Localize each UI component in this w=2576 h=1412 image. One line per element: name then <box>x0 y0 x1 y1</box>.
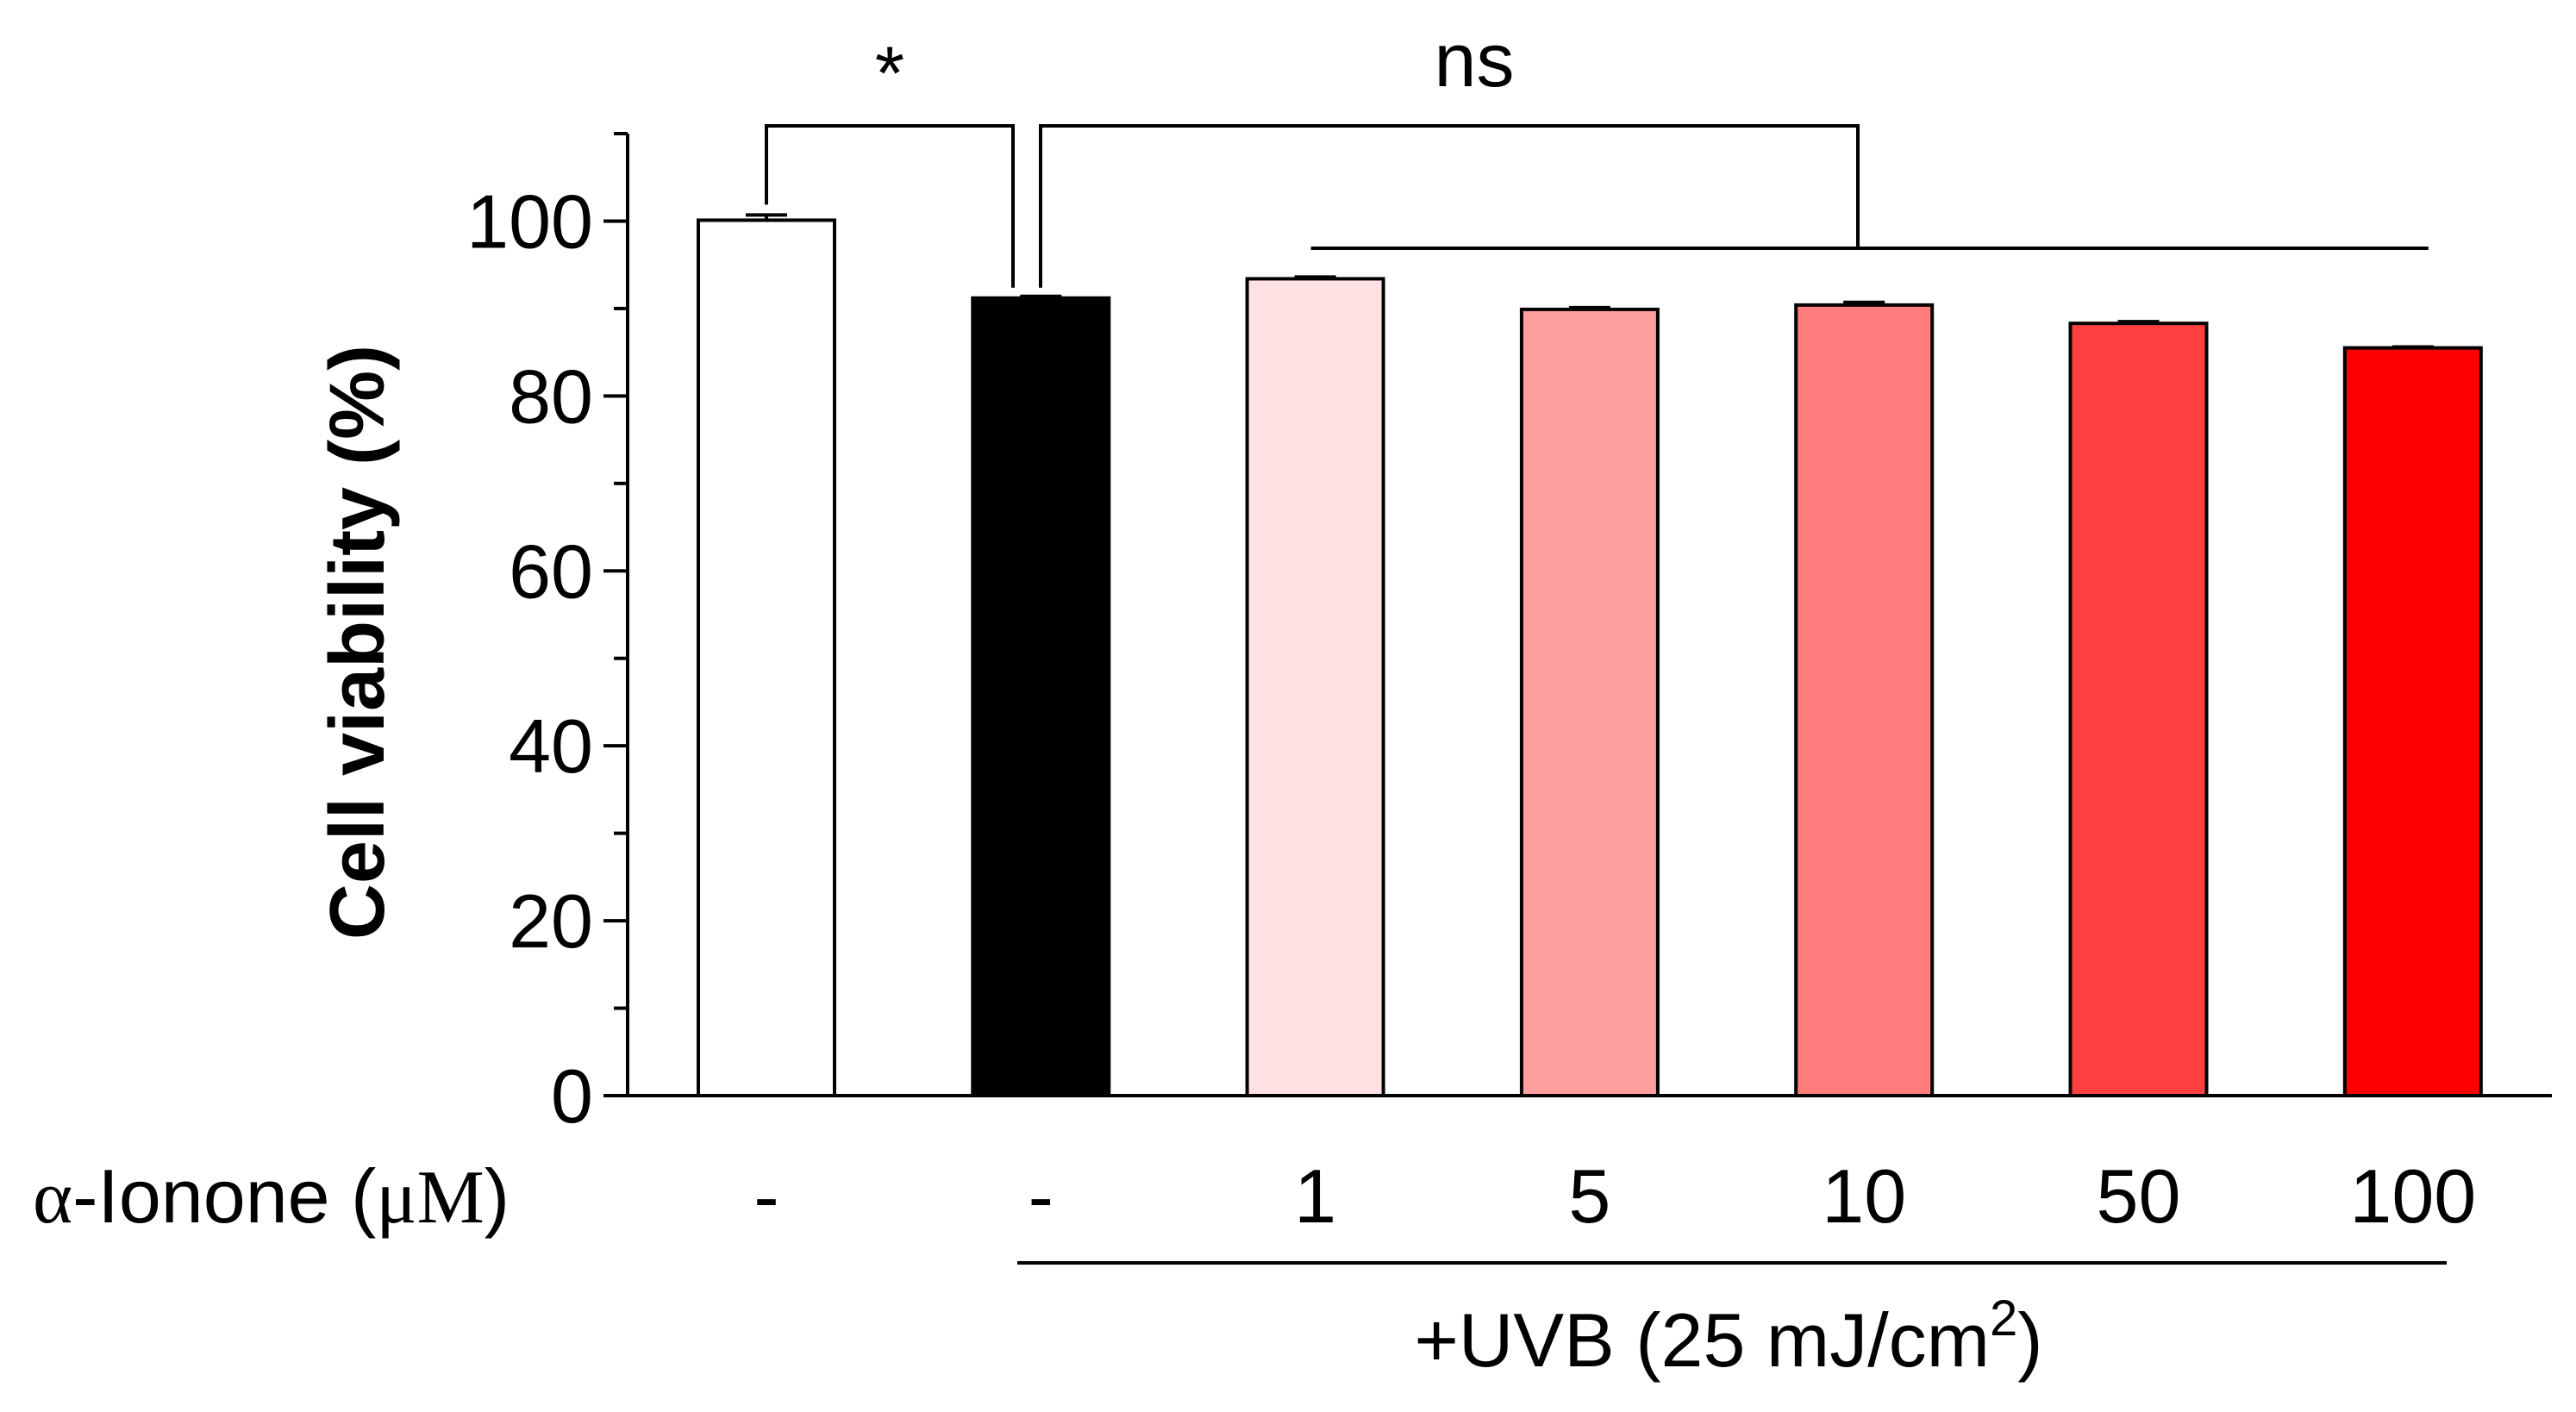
y-axis-label: Cell viability (%) <box>315 345 401 940</box>
uvb-label: +UVB (25 mJ/cm2) <box>1414 1290 2042 1383</box>
significance-bracket-star <box>765 124 1015 288</box>
category-label-5: 10 <box>1822 1153 1906 1239</box>
significance-brackets: * ns <box>765 17 2429 288</box>
category-label-7: 100 <box>2349 1153 2476 1239</box>
bar-5 <box>1794 303 1935 1098</box>
row-label-close: ) <box>485 1153 510 1239</box>
significance-ns: ns <box>1435 17 1515 103</box>
category-label-3: 1 <box>1294 1153 1336 1239</box>
category-label-2: - <box>1029 1153 1054 1239</box>
category-label-4: 5 <box>1568 1153 1610 1239</box>
y-tick-label: 60 <box>509 528 593 614</box>
uvb-label-superscript: 2 <box>1990 1290 2017 1346</box>
bars <box>697 213 2483 1098</box>
uvb-label-main: +UVB (25 mJ/cm <box>1414 1297 1989 1383</box>
category-label-6: 50 <box>2097 1153 2181 1239</box>
bar-2 <box>971 296 1111 1097</box>
y-tick-label: 100 <box>466 178 593 264</box>
y-axis: 0 20 40 60 80 100 <box>466 132 2552 1139</box>
y-tick-label: 0 <box>551 1053 593 1139</box>
y-tick-label: 20 <box>509 878 593 964</box>
bar-4 <box>1519 307 1660 1097</box>
category-label-1: - <box>753 1153 778 1239</box>
uvb-label-close: ) <box>2017 1297 2042 1383</box>
bar-1 <box>697 218 836 1097</box>
bar-6 <box>2068 322 2209 1097</box>
y-tick-label: 80 <box>509 353 593 439</box>
row-label-name: -Ionone ( <box>72 1153 376 1239</box>
y-tick-label: 40 <box>509 703 593 789</box>
alpha-ionone-row-label: α-Ionone (μM) <box>33 1153 510 1240</box>
category-labels: - - 1 5 10 50 100 <box>753 1153 2476 1239</box>
bar-3 <box>1245 277 1385 1097</box>
significance-star: * <box>875 30 904 116</box>
significance-bracket-ns <box>1039 124 1860 288</box>
row-label-unit: μM <box>376 1156 484 1240</box>
row-label-greek: α <box>33 1156 72 1240</box>
bar-7 <box>2342 346 2483 1097</box>
